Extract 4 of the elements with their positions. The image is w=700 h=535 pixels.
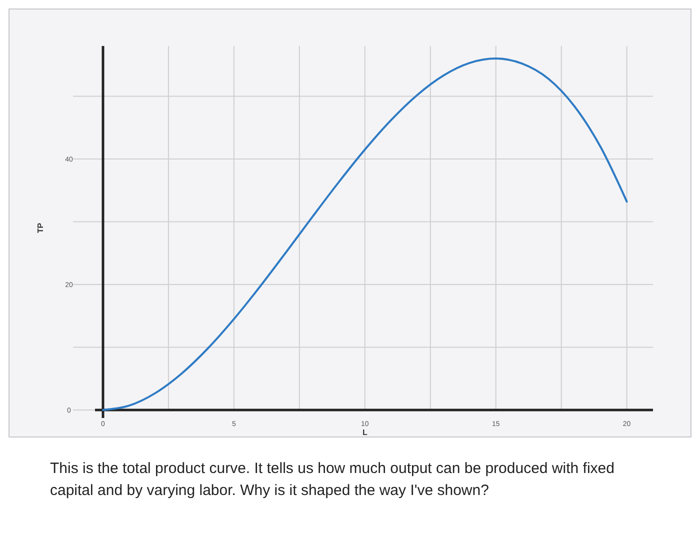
line-series <box>102 58 628 411</box>
text: This is the total product curve. It tells us how much output can be produced with fixed capital and by varying labor. Why is it shaped the way I've shown? <box>50 459 616 501</box>
x-axis-title: L <box>362 428 368 437</box>
y-axis-title: TP <box>36 222 45 234</box>
